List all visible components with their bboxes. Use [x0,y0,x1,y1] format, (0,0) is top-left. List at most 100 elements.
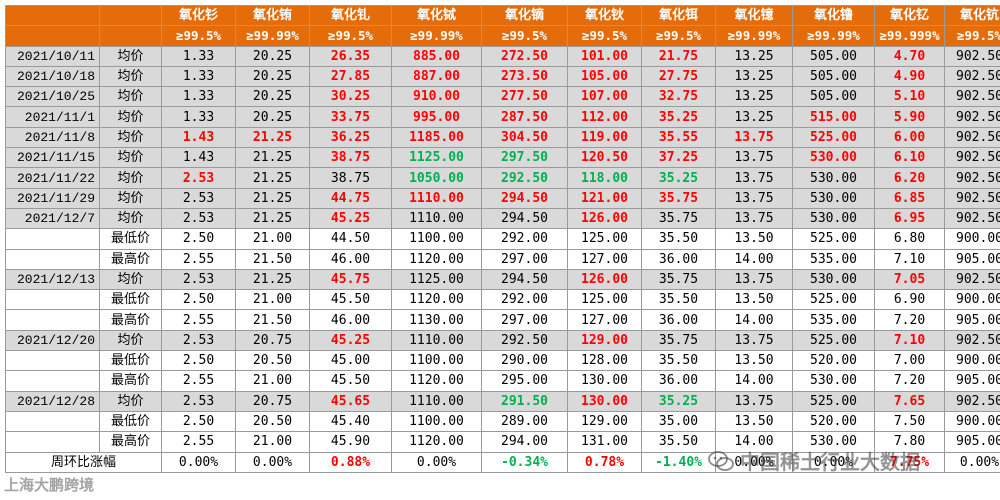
price-cell: 902.50 [944,65,1000,88]
change-cell: -0.34% [481,451,568,473]
row-price-type: 最高价 [99,431,162,453]
row-date: 2021/12/7 [5,207,100,230]
price-cell: 1130.00 [391,309,482,331]
table-row: 最低价 2.50 20.50 45.00 1100.00 290.00 128.00 35.5… [5,350,1000,372]
price-cell: 130.00 [567,390,642,412]
row-price-type: 均价 [99,329,162,352]
header-product-name: 氧化钪 [944,4,1000,27]
price-cell: 35.50 [641,350,716,372]
price-cell: 1.33 [161,106,236,128]
change-cell: 0.00% [391,451,482,473]
price-cell: 27.75 [641,65,716,88]
price-cell: 295.00 [481,370,568,392]
table-row: 2021/11/29 均价 2.53 21.25 44.75 1110.00 294.50 1… [5,187,1000,209]
row-price-type: 最低价 [99,350,162,372]
price-cell: 21.50 [235,248,310,270]
table-row: 2021/12/13 均价 2.53 21.25 45.75 1125.00 294.50 1… [5,268,1000,291]
price-cell: 35.75 [641,207,716,230]
price-cell: 105.00 [567,65,642,88]
header-product-name: 氧化钆 [309,4,392,27]
price-cell: 887.00 [391,65,482,88]
header-product-name: 氧化钇 [874,4,945,27]
price-cell: 45.40 [309,410,392,433]
price-cell: 530.00 [792,268,875,291]
change-cell: 7.75% [874,451,945,473]
header-product-name: 氧化镝 [481,4,568,27]
price-cell: 21.00 [235,431,310,453]
price-cell: 13.50 [715,228,793,250]
price-cell: 21.75 [641,45,716,67]
price-cell: 520.00 [792,350,875,372]
weekly-change-label: 周环比涨幅 [5,451,162,473]
price-cell: 289.00 [481,410,568,433]
price-cell: 287.50 [481,106,568,128]
price-cell: 27.85 [309,65,392,88]
row-price-type: 均价 [99,126,162,149]
header-product-name: 氧化钐 [161,4,236,27]
price-cell: 13.75 [715,268,793,291]
price-cell: 13.50 [715,410,793,433]
row-price-type: 均价 [99,187,162,209]
price-cell: 35.00 [641,410,716,433]
table-row: 2021/10/25 均价 1.33 20.25 30.25 910.00 277.50 10… [5,86,1000,108]
price-cell: 35.50 [641,431,716,453]
price-cell: 13.75 [715,147,793,169]
row-price-type: 均价 [99,45,162,67]
row-date [5,228,100,250]
table-row: 2021/12/28 均价 2.53 20.75 45.65 1110.00 291.50 1… [5,390,1000,412]
price-cell: 21.25 [235,207,310,230]
price-cell: 292.50 [481,329,568,352]
price-cell: 101.00 [567,45,642,67]
price-cell: 35.25 [641,106,716,128]
row-price-type: 均价 [99,147,162,169]
price-cell: 13.75 [715,167,793,189]
price-cell: 2.50 [161,410,236,433]
change-cell: 0.00% [944,451,1000,473]
header-product-spec: ≥99.5% [161,25,236,47]
price-cell: 902.50 [944,390,1000,412]
weekly-change-row: 周环比涨幅 0.00% 0.00% 0.88% 0.00% -0.34% 0.78% -1.4… [5,451,1000,473]
price-cell: 902.50 [944,167,1000,189]
price-cell: 6.95 [874,207,945,230]
price-cell: 530.00 [792,187,875,209]
table-row: 2021/11/1 均价 1.33 20.25 33.75 995.00 287.50 112… [5,106,1000,128]
row-price-type: 均价 [99,268,162,291]
price-cell: 2.55 [161,431,236,453]
price-cell: 1110.00 [391,187,482,209]
price-cell: 2.50 [161,289,236,311]
price-cell: 900.00 [944,289,1000,311]
change-cell: 0.00% [792,451,875,473]
header-product-spec: ≥99.99% [715,25,793,47]
price-cell: 525.00 [792,289,875,311]
price-cell: 7.00 [874,350,945,372]
price-cell: 1120.00 [391,370,482,392]
price-cell: 13.25 [715,86,793,108]
row-date [5,410,100,433]
price-cell: 1100.00 [391,350,482,372]
price-cell: 290.00 [481,350,568,372]
price-cell: 46.00 [309,248,392,270]
price-cell: 45.25 [309,207,392,230]
price-cell: 515.00 [792,106,875,128]
price-cell: 14.00 [715,248,793,270]
header-product-spec: ≥99.5% [641,25,716,47]
header-product-spec: ≥99.5% [567,25,642,47]
price-cell: 21.00 [235,370,310,392]
price-cell: 902.50 [944,106,1000,128]
price-cell: 45.75 [309,268,392,291]
row-price-type: 均价 [99,86,162,108]
table-row: 最低价 2.50 21.00 45.50 1120.00 292.00 125.00 35.5… [5,289,1000,311]
change-cell: 0.00% [715,451,793,473]
header-product-name: 氧化铒 [641,4,716,27]
price-cell: 1110.00 [391,207,482,230]
price-cell: 36.00 [641,309,716,331]
price-cell: 21.50 [235,309,310,331]
price-cell: 902.50 [944,126,1000,149]
price-cell: 905.00 [944,248,1000,270]
price-cell: 1050.00 [391,167,482,189]
price-cell: 7.50 [874,410,945,433]
price-cell: 127.00 [567,309,642,331]
price-cell: 902.50 [944,187,1000,209]
price-cell: 119.00 [567,126,642,149]
row-price-type: 均价 [99,167,162,189]
